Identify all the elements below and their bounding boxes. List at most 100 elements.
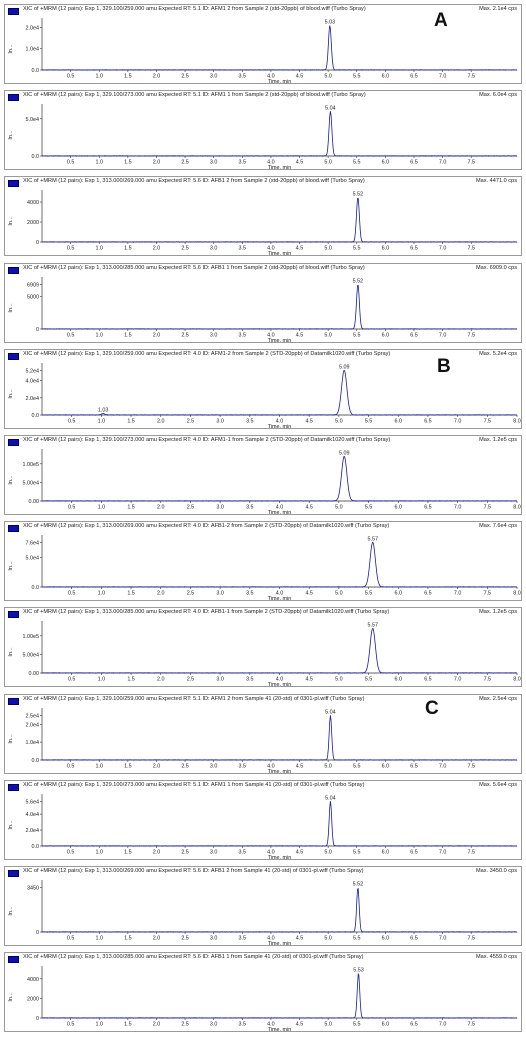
x-tick-label: 5.0 bbox=[335, 505, 343, 511]
x-tick-label: 1.5 bbox=[124, 332, 132, 338]
x-tick-label: 1.5 bbox=[124, 74, 132, 80]
max-intensity-label: Max. 6909.0 cps bbox=[475, 264, 517, 271]
x-tick-label: 4.5 bbox=[296, 1022, 304, 1028]
x-tick-label: 4.0 bbox=[267, 74, 275, 80]
y-tick-label: 0 bbox=[36, 240, 39, 246]
group-label-a: A bbox=[434, 10, 448, 31]
panel-title-bar: XIC of +MRM (12 pairs): Exp 1, 313.000/2… bbox=[5, 264, 521, 276]
x-tick-label: 5.0 bbox=[335, 677, 343, 683]
x-axis-label: Time, min bbox=[268, 165, 291, 169]
panel-title-bar: XIC of +MRM (12 pairs): Exp 1, 329.100/2… bbox=[5, 781, 521, 793]
x-tick-label: 6.5 bbox=[410, 246, 418, 252]
chromatogram-panel: XIC of +MRM (12 pairs): Exp 1, 329.100/2… bbox=[4, 779, 522, 860]
y-tick-label: 0.0 bbox=[32, 68, 40, 74]
chromatogram-plot: 0.5 1.0 1.5 2.0 2.5 3.0 3.5 4.0 4.5 5.0 5.5 6.0 6.5 7… bbox=[8, 793, 518, 859]
chart-title: XIC of +MRM (12 pairs): Exp 1, 313.000/2… bbox=[23, 868, 364, 874]
chart-title: XIC of +MRM (12 pairs): Exp 1, 329.100/2… bbox=[23, 92, 366, 99]
max-intensity-label: Max. 1.2e5 cps bbox=[479, 437, 517, 443]
y-tick-label: 0.0 bbox=[32, 413, 40, 419]
x-tick-label: 2.0 bbox=[157, 591, 165, 597]
x-tick-label: 7.0 bbox=[439, 849, 447, 855]
chromatogram-plot: 0.5 1.0 1.5 2.0 2.5 3.0 3.5 4.0 4.5 5.0 5.5 6.0 6.5 7… bbox=[8, 104, 518, 169]
y-tick-label: 0 bbox=[36, 930, 39, 936]
x-tick-label: 7.0 bbox=[454, 505, 462, 511]
x-tick-label: 1.0 bbox=[95, 74, 103, 80]
trace-color-icon bbox=[8, 525, 19, 533]
x-tick-label: 8.0 bbox=[513, 418, 521, 424]
y-tick-label: 4.0e4 bbox=[26, 378, 40, 384]
x-tick-label: 6.5 bbox=[410, 763, 418, 769]
chart-title: XIC of +MRM (12 pairs): Exp 1, 329.100/2… bbox=[23, 350, 391, 357]
x-tick-label: 3.0 bbox=[216, 505, 224, 511]
y-tick-label: 5.0e4 bbox=[26, 117, 40, 123]
panel-title-bar: XIC of +MRM (12 pairs): Exp 1, 313.000/2… bbox=[5, 522, 521, 534]
x-tick-label: 5.0 bbox=[335, 418, 343, 424]
y-axis-label: In... bbox=[8, 216, 14, 226]
chromatogram-plot: 0.5 1.0 1.5 2.0 2.5 3.0 3.5 4.0 4.5 5.0 5.5 6.0 6.5 7… bbox=[8, 276, 518, 342]
trace-color-icon bbox=[8, 870, 19, 877]
x-tick-label: 6.5 bbox=[410, 160, 418, 166]
x-tick-label: 3.5 bbox=[246, 677, 254, 683]
chromatogram-plot: 0.5 1.0 1.5 2.0 2.5 3.0 3.5 4.0 4.5 5.0 5.5 6.0 6.5 7… bbox=[8, 190, 518, 255]
x-tick-label: 4.5 bbox=[305, 418, 313, 424]
x-tick-label: 2.5 bbox=[181, 246, 189, 252]
chromatogram-panel: XIC of +MRM (12 pairs): Exp 1, 313.000/2… bbox=[4, 952, 522, 1033]
y-tick-label: 4000 bbox=[27, 977, 39, 983]
x-tick-label: 2.0 bbox=[153, 332, 161, 338]
max-intensity-label: Max. 6.0e4 cps bbox=[479, 92, 517, 99]
x-tick-label: 4.0 bbox=[267, 160, 275, 166]
x-tick-label: 4.0 bbox=[267, 246, 275, 252]
x-tick-label: 6.0 bbox=[382, 849, 390, 855]
x-tick-label: 3.0 bbox=[216, 418, 224, 424]
x-tick-label: 3.5 bbox=[239, 332, 247, 338]
x-tick-label: 7.5 bbox=[467, 74, 475, 80]
x-tick-label: 3.5 bbox=[246, 591, 254, 597]
x-tick-label: 2.5 bbox=[181, 936, 189, 942]
x-tick-label: 5.5 bbox=[353, 74, 361, 80]
peak-label: 5.09 bbox=[339, 364, 350, 370]
x-tick-label: 6.0 bbox=[382, 763, 390, 769]
x-tick-label: 4.5 bbox=[296, 246, 304, 252]
x-tick-label: 6.5 bbox=[424, 505, 432, 511]
chromatogram-trace bbox=[41, 714, 518, 761]
peak-label: 5.57 bbox=[367, 537, 378, 543]
x-axis-label: Time, min bbox=[268, 941, 291, 945]
chromatogram-panel: XIC of +MRM (12 pairs): Exp 1, 313.000/2… bbox=[4, 866, 522, 946]
chromatogram-trace bbox=[41, 972, 518, 1019]
y-tick-label: 1.0e4 bbox=[26, 740, 40, 746]
x-tick-label: 3.0 bbox=[210, 246, 218, 252]
max-intensity-label: Max. 5.2e4 cps bbox=[479, 350, 517, 357]
x-tick-label: 4.5 bbox=[296, 160, 304, 166]
x-tick-label: 6.0 bbox=[395, 591, 403, 597]
x-tick-label: 7.5 bbox=[467, 763, 475, 769]
y-tick-label: 7.6e4 bbox=[26, 541, 40, 547]
chart-title: XIC of +MRM (12 pairs): Exp 1, 329.100/2… bbox=[23, 437, 391, 443]
chart-title: XIC of +MRM (12 pairs): Exp 1, 313.000/2… bbox=[23, 523, 390, 530]
x-axis-label: Time, min bbox=[268, 424, 291, 428]
y-axis-label: In... bbox=[8, 647, 14, 657]
group-label-b: B bbox=[437, 356, 451, 377]
y-tick-label: 0.0 bbox=[32, 154, 40, 160]
y-tick-label: 5000 bbox=[27, 294, 39, 300]
x-tick-label: 7.0 bbox=[439, 332, 447, 338]
y-axis-label: In... bbox=[8, 906, 14, 916]
y-tick-label: 2.0e4 bbox=[26, 25, 40, 31]
chromatogram-trace bbox=[41, 456, 518, 502]
x-tick-label: 4.5 bbox=[296, 74, 304, 80]
y-tick-label: 5.0e4 bbox=[26, 556, 40, 562]
x-axis-label: Time, min bbox=[268, 251, 291, 255]
x-tick-label: 3.0 bbox=[216, 677, 224, 683]
x-tick-label: 0.5 bbox=[67, 160, 75, 166]
x-tick-label: 6.0 bbox=[395, 505, 403, 511]
chromatogram-plot: 0.5 1.0 1.5 2.0 2.5 3.0 3.5 4.0 4.5 5.0 5.5 6.0 6.5 7… bbox=[8, 707, 518, 773]
y-tick-label: 5.2e4 bbox=[26, 368, 40, 374]
chromatogram-panel: XIC of +MRM (12 pairs): Exp 1, 313.000/2… bbox=[4, 607, 522, 688]
x-tick-label: 6.0 bbox=[382, 160, 390, 166]
x-tick-label: 2.0 bbox=[157, 505, 165, 511]
x-tick-label: 5.0 bbox=[324, 160, 332, 166]
x-tick-label: 3.5 bbox=[239, 160, 247, 166]
x-tick-label: 2.5 bbox=[181, 160, 189, 166]
x-tick-label: 4.0 bbox=[276, 591, 284, 597]
x-tick-label: 6.0 bbox=[395, 418, 403, 424]
